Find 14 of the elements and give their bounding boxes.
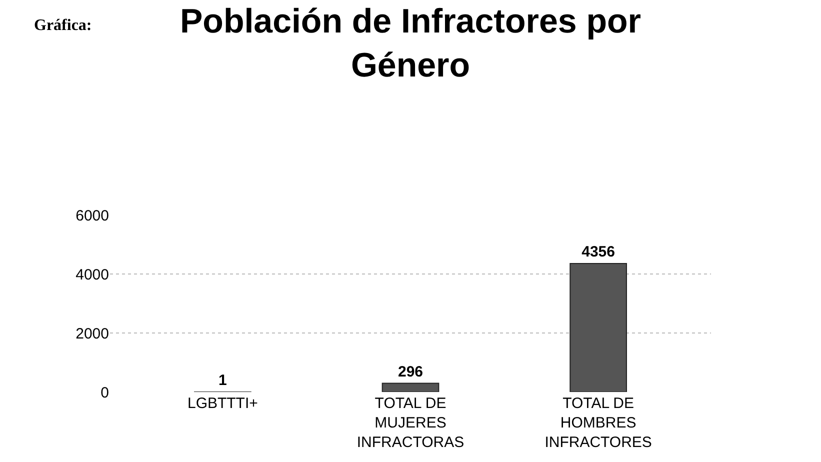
- bar: [570, 263, 627, 392]
- data-label: 1: [218, 372, 227, 389]
- y-tick-label: 4000: [76, 266, 109, 284]
- y-tick-label: 0: [100, 384, 109, 402]
- y-tick-label: 6000: [76, 207, 109, 224]
- data-label: 4356: [582, 244, 615, 260]
- x-tick-label: TOTAL DE HOMBRES INFRACTORES: [544, 395, 652, 451]
- y-tick-label: 2000: [76, 325, 109, 342]
- x-tick-label: LGBTTTI+: [187, 395, 258, 412]
- x-tick-label: TOTAL DE MUJERES INFRACTORAS: [356, 395, 464, 451]
- text: Gráfica:: [34, 17, 92, 34]
- bar: [382, 382, 440, 392]
- chart-title: Población de Infractores por Género: [180, 2, 641, 85]
- data-label: 296: [398, 363, 424, 380]
